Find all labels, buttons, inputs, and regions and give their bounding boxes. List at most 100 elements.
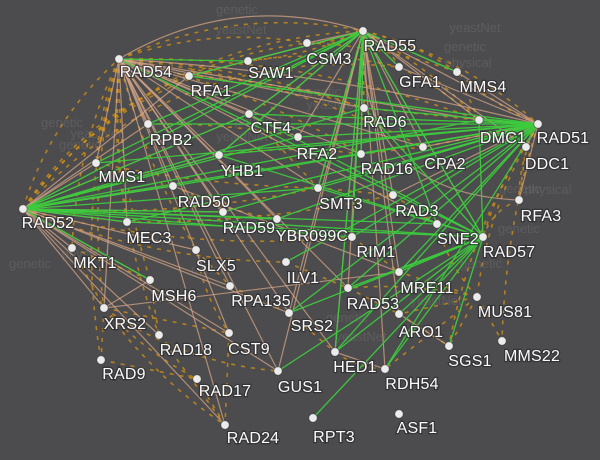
node-label-RFA2[interactable]: RFA2	[295, 145, 338, 165]
node-RFA1[interactable]	[184, 71, 194, 81]
node-label-RFA3[interactable]: RFA3	[519, 207, 562, 227]
node-CPA2[interactable]	[418, 142, 428, 152]
node-label-MKT1[interactable]: MKT1	[72, 254, 118, 274]
node-label-RAD54[interactable]: RAD54	[118, 63, 173, 83]
node-XRS2[interactable]	[99, 303, 109, 313]
node-RAD54[interactable]	[114, 54, 124, 64]
node-RPB2[interactable]	[143, 119, 153, 129]
node-label-RAD18[interactable]: RAD18	[158, 341, 213, 361]
node-label-MMS22[interactable]: MMS22	[503, 347, 562, 367]
node-RAD6[interactable]	[359, 103, 369, 113]
node-RAD3[interactable]	[388, 190, 398, 200]
node-RAD55[interactable]	[358, 26, 368, 36]
node-label-RAD3[interactable]: RAD3	[394, 202, 440, 222]
node-label-MSH6[interactable]: MSH6	[150, 287, 198, 307]
node-label-MEC3[interactable]: MEC3	[125, 229, 173, 249]
node-label-SGS1[interactable]: SGS1	[447, 352, 493, 372]
node-YHB1[interactable]	[214, 150, 224, 160]
node-label-XRS2[interactable]: XRS2	[102, 315, 147, 335]
node-label-YBR099C[interactable]: YBR099C	[274, 227, 349, 247]
node-label-RAD6[interactable]: RAD6	[362, 113, 408, 133]
node-label-HED1[interactable]: HED1	[332, 358, 378, 378]
node-label-YHB1[interactable]: YHB1	[219, 162, 264, 182]
node-label-MRE11[interactable]: MRE11	[399, 279, 455, 299]
node-label-DDC1[interactable]: DDC1	[524, 155, 571, 175]
node-SGS1[interactable]	[444, 341, 454, 351]
node-MMS1[interactable]	[91, 158, 101, 168]
node-label-CSM3[interactable]: CSM3	[305, 50, 353, 70]
node-DDC1[interactable]	[521, 142, 531, 152]
node-RAD24[interactable]	[220, 420, 230, 430]
node-CSM3[interactable]	[302, 38, 312, 48]
node-label-ILV1[interactable]: ILV1	[285, 269, 320, 289]
node-MRE11[interactable]	[394, 267, 404, 277]
node-label-CPA2[interactable]: CPA2	[423, 155, 467, 175]
node-label-RPA135[interactable]: RPA135	[230, 292, 292, 312]
node-label-RFA1[interactable]: RFA1	[189, 82, 232, 102]
node-label-MUS81[interactable]: MUS81	[477, 303, 534, 323]
node-RAD50[interactable]	[168, 181, 178, 191]
node-label-RAD50[interactable]: RAD50	[176, 193, 231, 213]
node-RAD52[interactable]	[18, 204, 28, 214]
node-SRS2[interactable]	[284, 308, 294, 318]
node-RFA2[interactable]	[293, 132, 303, 142]
node-label-SRS2[interactable]: SRS2	[289, 317, 334, 337]
node-MMS4[interactable]	[452, 67, 462, 77]
node-label-RPB2[interactable]: RPB2	[148, 131, 193, 151]
node-label-ASF1[interactable]: ASF1	[395, 419, 438, 439]
node-RAD53[interactable]	[343, 283, 353, 293]
node-SLX5[interactable]	[191, 245, 201, 255]
node-label-GUS1[interactable]: GUS1	[277, 378, 324, 398]
node-MKT1[interactable]	[67, 243, 77, 253]
node-MUS81[interactable]	[472, 292, 482, 302]
node-SNF2[interactable]	[432, 219, 442, 229]
node-MMS22[interactable]	[497, 336, 507, 346]
node-label-RAD57[interactable]: RAD57	[481, 243, 536, 263]
node-label-CTF4[interactable]: CTF4	[249, 119, 292, 139]
node-label-RAD53[interactable]: RAD53	[345, 295, 400, 315]
node-label-CST9[interactable]: CST9	[227, 340, 271, 360]
node-MEC3[interactable]	[122, 217, 132, 227]
node-label-GFA1[interactable]: GFA1	[398, 73, 442, 93]
node-RAD9[interactable]	[96, 355, 106, 365]
node-RAD17[interactable]	[192, 374, 202, 384]
node-RDH54[interactable]	[380, 364, 390, 374]
node-label-SMT3[interactable]: SMT3	[318, 195, 364, 215]
node-label-RAD17[interactable]: RAD17	[197, 382, 252, 402]
node-HED1[interactable]	[330, 347, 340, 357]
node-RAD59[interactable]	[218, 207, 228, 217]
node-YBR099C[interactable]	[272, 214, 282, 224]
node-SAW1[interactable]	[243, 56, 253, 66]
node-GFA1[interactable]	[394, 62, 404, 72]
node-label-SNF2[interactable]: SNF2	[436, 230, 480, 250]
node-label-RPT3[interactable]: RPT3	[312, 428, 356, 448]
node-label-RAD16[interactable]: RAD16	[359, 160, 414, 180]
node-label-RAD51[interactable]: RAD51	[535, 129, 590, 149]
node-label-RDH54[interactable]: RDH54	[384, 375, 440, 395]
node-label-RAD24[interactable]: RAD24	[225, 429, 280, 449]
node-RIM1[interactable]	[347, 232, 357, 242]
node-label-MMS1[interactable]: MMS1	[97, 168, 146, 188]
node-label-MMS4[interactable]: MMS4	[458, 78, 507, 98]
node-RAD16[interactable]	[356, 149, 366, 159]
node-ILV1[interactable]	[281, 257, 291, 267]
node-label-RIM1[interactable]: RIM1	[355, 243, 396, 263]
node-SMT3[interactable]	[313, 183, 323, 193]
node-GUS1[interactable]	[273, 366, 283, 376]
node-label-SAW1[interactable]: SAW1	[247, 64, 295, 84]
node-RAD18[interactable]	[154, 330, 164, 340]
node-RFA3[interactable]	[514, 195, 524, 205]
node-label-RAD59[interactable]: RAD59	[221, 219, 276, 239]
node-ASF1[interactable]	[394, 409, 404, 419]
node-MSH6[interactable]	[145, 275, 155, 285]
node-label-RAD55[interactable]: RAD55	[362, 37, 417, 57]
node-RAD51[interactable]	[533, 119, 543, 129]
node-label-RAD52[interactable]: RAD52	[20, 214, 75, 234]
node-CST9[interactable]	[224, 328, 234, 338]
node-label-DMC1[interactable]: DMC1	[479, 129, 528, 149]
node-RPT3[interactable]	[308, 413, 318, 423]
node-ARO1[interactable]	[394, 309, 404, 319]
node-DMC1[interactable]	[474, 115, 484, 125]
